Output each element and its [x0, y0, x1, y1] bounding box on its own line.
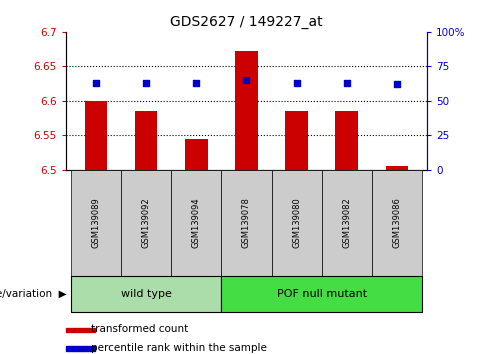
Point [293, 80, 301, 86]
Bar [235, 51, 258, 170]
Bar [285, 111, 308, 170]
Bar [66, 347, 95, 351]
Text: genotype/variation  ▶: genotype/variation ▶ [0, 289, 67, 299]
Bar [222, 276, 422, 312]
Bar [222, 170, 271, 276]
Text: POF null mutant: POF null mutant [277, 289, 367, 299]
Text: GSM139089: GSM139089 [91, 198, 101, 249]
Text: GSM139094: GSM139094 [192, 198, 201, 249]
Point [393, 81, 401, 87]
Text: GSM139078: GSM139078 [242, 198, 251, 249]
Text: percentile rank within the sample: percentile rank within the sample [91, 343, 267, 353]
Point [192, 80, 200, 86]
Bar [372, 170, 422, 276]
Point [92, 80, 100, 86]
Bar [335, 111, 358, 170]
Point [343, 80, 351, 86]
Bar [322, 170, 372, 276]
Text: GSM139080: GSM139080 [292, 198, 301, 249]
Bar [271, 170, 322, 276]
Bar [85, 101, 107, 170]
Bar [71, 276, 222, 312]
Bar [185, 139, 207, 170]
Bar [71, 170, 121, 276]
Text: GSM139086: GSM139086 [392, 198, 402, 249]
Text: wild type: wild type [121, 289, 172, 299]
Bar [121, 170, 171, 276]
Bar [135, 111, 158, 170]
Bar [66, 327, 95, 332]
Text: transformed count: transformed count [91, 324, 188, 335]
Point [243, 77, 250, 83]
Text: GSM139082: GSM139082 [342, 198, 351, 249]
Text: GSM139092: GSM139092 [142, 198, 151, 249]
Title: GDS2627 / 149227_at: GDS2627 / 149227_at [170, 16, 323, 29]
Bar [171, 170, 222, 276]
Point [142, 80, 150, 86]
Bar [386, 166, 408, 170]
